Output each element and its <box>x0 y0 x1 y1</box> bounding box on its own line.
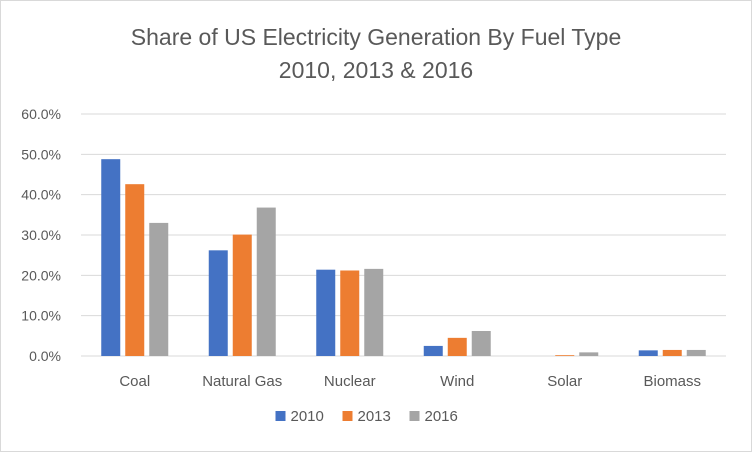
legend-label: 2013 <box>358 408 391 425</box>
bar-2016 <box>256 207 276 356</box>
x-category-label: Biomass <box>643 373 701 390</box>
y-tick-label: 50.0% <box>21 146 61 162</box>
bar-2010 <box>101 159 121 356</box>
y-tick-label: 20.0% <box>21 267 61 283</box>
bar-2013 <box>555 355 575 356</box>
chart-subtitle: 2010, 2013 & 2016 <box>278 57 474 83</box>
bar-2010 <box>423 345 443 356</box>
bar-2010 <box>316 269 336 356</box>
bar-2016 <box>364 268 384 356</box>
chart-title: Share of US Electricity Generation By Fu… <box>1 21 751 87</box>
bar-2013 <box>125 184 145 356</box>
y-tick-label: 60.0% <box>21 106 61 122</box>
legend-label: 2016 <box>425 408 458 425</box>
bar-2016 <box>686 349 706 356</box>
legend-label: 2010 <box>291 408 324 425</box>
bar-2016 <box>149 222 169 356</box>
bar-2010 <box>208 250 228 356</box>
x-category-label: Solar <box>547 373 582 390</box>
y-tick-label: 40.0% <box>21 187 61 203</box>
bar-2016 <box>471 330 491 356</box>
y-tick-label: 10.0% <box>21 308 61 324</box>
bar-2013 <box>447 337 467 356</box>
x-category-label: Natural Gas <box>202 373 282 390</box>
legend-swatch <box>409 411 420 421</box>
bar-2013 <box>232 234 252 356</box>
bar-2010 <box>638 350 658 356</box>
x-category-label: Wind <box>440 373 474 390</box>
chart-title-line1: Share of US Electricity Generation By Fu… <box>130 24 622 50</box>
legend-swatch <box>342 411 353 421</box>
bar-2013 <box>662 349 682 356</box>
legend-swatch <box>275 411 286 421</box>
y-tick-label: 30.0% <box>21 227 61 243</box>
y-tick-label: 0.0% <box>29 348 61 364</box>
bar-2016 <box>579 352 599 356</box>
bar-2013 <box>340 270 360 356</box>
x-category-label: Coal <box>119 373 150 390</box>
x-category-label: Nuclear <box>324 373 376 390</box>
